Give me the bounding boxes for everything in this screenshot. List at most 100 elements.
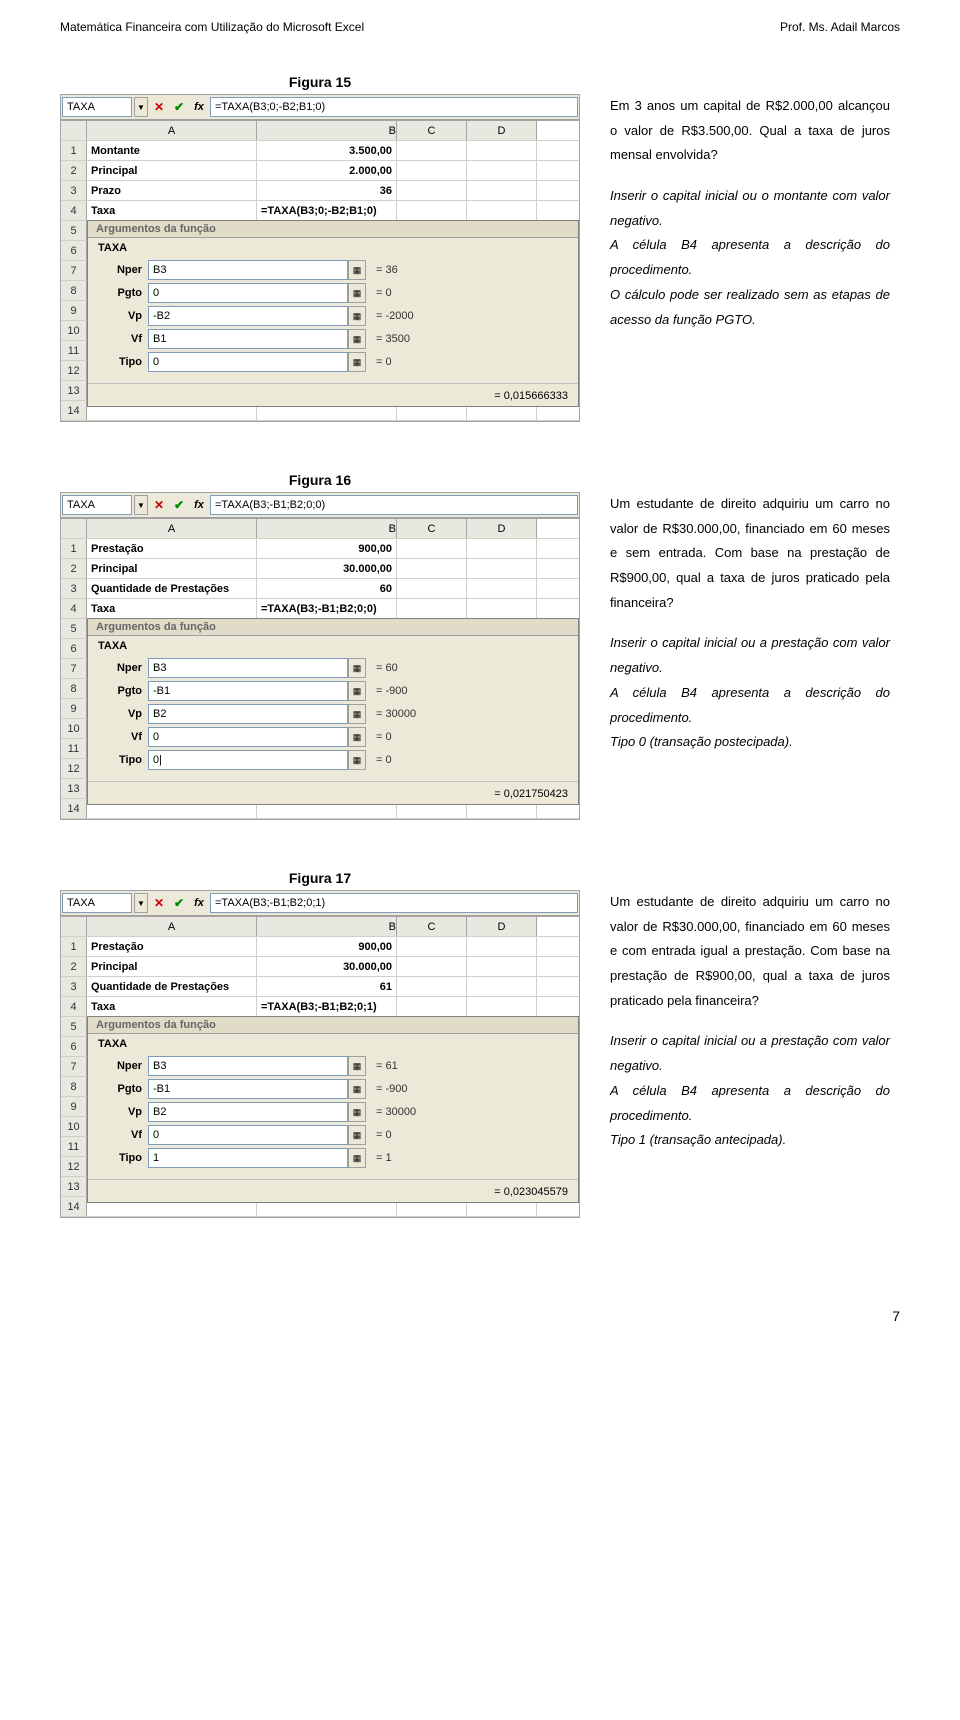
cell[interactable] xyxy=(397,977,467,996)
cell[interactable]: 60 xyxy=(257,579,397,598)
column-header[interactable]: A xyxy=(87,519,257,538)
row-header[interactable]: 12 xyxy=(61,759,87,778)
row-header[interactable]: 5 xyxy=(61,221,87,240)
formula-input[interactable]: =TAXA(B3;-B1;B2;0;1) xyxy=(210,893,578,913)
row-header[interactable]: 10 xyxy=(61,321,87,340)
cell[interactable] xyxy=(467,579,537,598)
fx-icon[interactable]: fx xyxy=(190,496,208,514)
row-header[interactable]: 13 xyxy=(61,1177,87,1196)
range-select-icon[interactable]: ▦ xyxy=(348,704,366,724)
cancel-icon[interactable]: ✕ xyxy=(150,496,168,514)
cell[interactable] xyxy=(467,161,537,180)
column-header[interactable]: C xyxy=(397,519,467,538)
fn-arg-input[interactable]: B2 xyxy=(148,704,348,724)
cell[interactable]: Taxa xyxy=(87,997,257,1016)
range-select-icon[interactable]: ▦ xyxy=(348,750,366,770)
range-select-icon[interactable]: ▦ xyxy=(348,1056,366,1076)
cell[interactable]: 30.000,00 xyxy=(257,559,397,578)
row-header[interactable]: 1 xyxy=(61,539,87,558)
name-box-dropdown-icon[interactable]: ▼ xyxy=(134,97,148,117)
column-header[interactable]: D xyxy=(467,121,537,140)
cell[interactable] xyxy=(397,599,467,618)
cell[interactable]: 61 xyxy=(257,977,397,996)
row-header[interactable]: 2 xyxy=(61,957,87,976)
cell[interactable] xyxy=(397,997,467,1016)
cell[interactable] xyxy=(397,937,467,956)
row-header[interactable]: 8 xyxy=(61,281,87,300)
row-header[interactable]: 14 xyxy=(61,1197,87,1216)
cell[interactable]: Principal xyxy=(87,161,257,180)
row-header[interactable]: 10 xyxy=(61,719,87,738)
cell[interactable]: Taxa xyxy=(87,201,257,220)
cell[interactable]: =TAXA(B3;0;-B2;B1;0) xyxy=(257,201,397,220)
row-header[interactable]: 14 xyxy=(61,799,87,818)
cell[interactable] xyxy=(467,997,537,1016)
cell[interactable] xyxy=(467,201,537,220)
fn-arg-input[interactable]: 0 xyxy=(148,1125,348,1145)
name-box-dropdown-icon[interactable]: ▼ xyxy=(134,893,148,913)
row-header[interactable]: 7 xyxy=(61,1057,87,1076)
range-select-icon[interactable]: ▦ xyxy=(348,352,366,372)
range-select-icon[interactable]: ▦ xyxy=(348,681,366,701)
column-header[interactable]: B xyxy=(257,121,397,140)
row-header[interactable]: 1 xyxy=(61,141,87,160)
row-header[interactable]: 5 xyxy=(61,619,87,638)
row-header[interactable]: 6 xyxy=(61,241,87,260)
row-header[interactable]: 1 xyxy=(61,937,87,956)
cell[interactable] xyxy=(397,579,467,598)
column-header[interactable]: B xyxy=(257,917,397,936)
cell[interactable]: =TAXA(B3;-B1;B2;0;1) xyxy=(257,997,397,1016)
cell[interactable] xyxy=(467,977,537,996)
range-select-icon[interactable]: ▦ xyxy=(348,283,366,303)
cell[interactable] xyxy=(467,937,537,956)
cell[interactable] xyxy=(397,161,467,180)
cell[interactable]: Montante xyxy=(87,141,257,160)
name-box-dropdown-icon[interactable]: ▼ xyxy=(134,495,148,515)
fn-arg-input[interactable]: B1 xyxy=(148,329,348,349)
fn-arg-input[interactable]: 0 xyxy=(148,352,348,372)
row-header[interactable]: 2 xyxy=(61,161,87,180)
row-header[interactable]: 13 xyxy=(61,381,87,400)
row-header[interactable]: 11 xyxy=(61,341,87,360)
column-header[interactable]: A xyxy=(87,917,257,936)
cell[interactable]: 2.000,00 xyxy=(257,161,397,180)
range-select-icon[interactable]: ▦ xyxy=(348,306,366,326)
column-header[interactable]: A xyxy=(87,121,257,140)
fn-arg-input[interactable]: -B1 xyxy=(148,1079,348,1099)
cell[interactable]: Principal xyxy=(87,559,257,578)
confirm-icon[interactable]: ✔ xyxy=(170,98,188,116)
column-header[interactable]: C xyxy=(397,917,467,936)
row-header[interactable]: 8 xyxy=(61,679,87,698)
cell[interactable]: 3.500,00 xyxy=(257,141,397,160)
name-box[interactable]: TAXA xyxy=(62,495,132,515)
cell[interactable]: =TAXA(B3;-B1;B2;0;0) xyxy=(257,599,397,618)
fn-arg-input[interactable]: B3 xyxy=(148,1056,348,1076)
row-header[interactable]: 4 xyxy=(61,599,87,618)
fn-arg-input[interactable]: -B1 xyxy=(148,681,348,701)
fn-arg-input[interactable]: B3 xyxy=(148,260,348,280)
cell[interactable]: Prestação xyxy=(87,539,257,558)
row-header[interactable]: 3 xyxy=(61,181,87,200)
cell[interactable] xyxy=(467,599,537,618)
cell[interactable] xyxy=(397,559,467,578)
row-header[interactable]: 9 xyxy=(61,699,87,718)
row-header[interactable]: 9 xyxy=(61,1097,87,1116)
range-select-icon[interactable]: ▦ xyxy=(348,1125,366,1145)
column-header[interactable]: D xyxy=(467,917,537,936)
cell[interactable]: 36 xyxy=(257,181,397,200)
row-header[interactable]: 12 xyxy=(61,1157,87,1176)
row-header[interactable]: 4 xyxy=(61,997,87,1016)
confirm-icon[interactable]: ✔ xyxy=(170,496,188,514)
row-header[interactable]: 9 xyxy=(61,301,87,320)
column-header[interactable]: D xyxy=(467,519,537,538)
range-select-icon[interactable]: ▦ xyxy=(348,260,366,280)
row-header[interactable]: 2 xyxy=(61,559,87,578)
cell[interactable] xyxy=(397,957,467,976)
cell[interactable]: Principal xyxy=(87,957,257,976)
fx-icon[interactable]: fx xyxy=(190,894,208,912)
cell[interactable] xyxy=(397,181,467,200)
range-select-icon[interactable]: ▦ xyxy=(348,329,366,349)
row-header[interactable]: 4 xyxy=(61,201,87,220)
fn-arg-input[interactable]: 0| xyxy=(148,750,348,770)
cell[interactable] xyxy=(467,181,537,200)
